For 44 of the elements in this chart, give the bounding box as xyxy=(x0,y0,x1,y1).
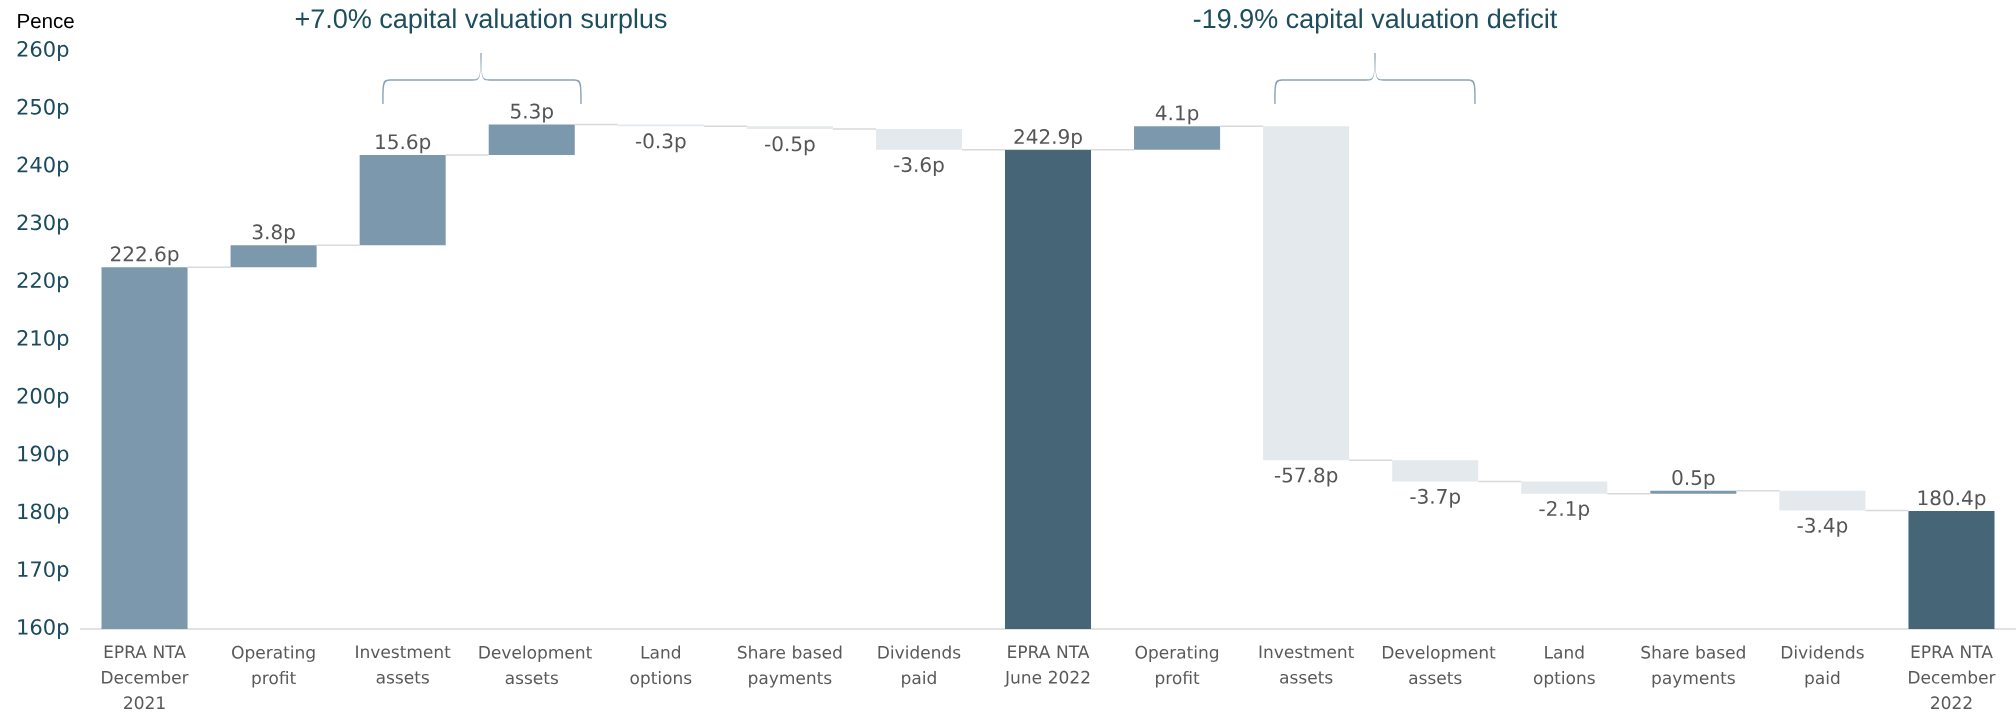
data-label: 5.3p xyxy=(511,103,553,123)
data-label: -3.6p xyxy=(894,157,944,177)
data-label: -2.1p xyxy=(1539,500,1590,520)
data-label: 180.4p xyxy=(1918,490,1986,510)
x-tick-label: Dividends paid xyxy=(1781,645,1864,688)
text: -19.9% capital valuation deficit xyxy=(1193,8,1558,34)
x-tick-label: EPRA NTA December 2021 xyxy=(102,645,189,710)
data-label: 242.9p xyxy=(1014,129,1082,148)
x-tick-label: Investment assets xyxy=(356,645,451,684)
x-tick-label: EPRA NTA June 2022 xyxy=(1004,645,1090,687)
data-label: -0.3p xyxy=(635,133,686,153)
x-tick-label: EPRA NTA December 2022 xyxy=(1909,645,1996,710)
y-tick-label: 190p xyxy=(18,445,69,466)
data-label: 0.5p xyxy=(1672,470,1715,490)
x-tick-label: Operating profit xyxy=(1135,645,1219,688)
data-label: -0.5p xyxy=(764,136,815,156)
y-tick-label: 170p xyxy=(18,561,69,582)
x-tick-label: Share based payments xyxy=(1641,645,1745,688)
x-tick-label: Development assets xyxy=(1382,645,1496,685)
x-tick-label: Land options xyxy=(1533,645,1595,688)
x-tick-label: Land options xyxy=(630,645,692,688)
data-label: 3.8p xyxy=(252,224,295,244)
y-tick-label: 240p xyxy=(17,156,69,177)
y-tick-label: 180p xyxy=(18,503,69,524)
text: +7.0% capital valuation surplus xyxy=(295,8,667,34)
data-label: 222.6p xyxy=(111,246,179,266)
y-tick-label: 250p xyxy=(17,98,69,119)
x-tick-label: Dividends paid xyxy=(878,645,961,688)
data-label: -57.8p xyxy=(1274,467,1338,487)
y-tick-label: 220p xyxy=(17,272,69,293)
x-tick-label: Investment assets xyxy=(1259,645,1354,684)
y-tick-label: 260p xyxy=(17,41,69,61)
x-tick-label: Share based payments xyxy=(737,645,842,688)
y-tick-label: 230p xyxy=(17,214,69,235)
x-tick-label: Operating profit xyxy=(232,645,315,688)
data-label: -3.4p xyxy=(1797,517,1848,537)
data-label: 4.1p xyxy=(1155,105,1199,125)
y-axis-title: Pence xyxy=(18,13,74,29)
y-tick-label: 210p xyxy=(17,330,69,350)
x-tick-label: Development assets xyxy=(479,645,592,685)
data-label: 15.6p xyxy=(376,134,431,154)
y-tick-label: 200p xyxy=(17,387,69,408)
data-label: -3.7p xyxy=(1410,488,1460,508)
y-tick-label: 160p xyxy=(18,619,69,639)
